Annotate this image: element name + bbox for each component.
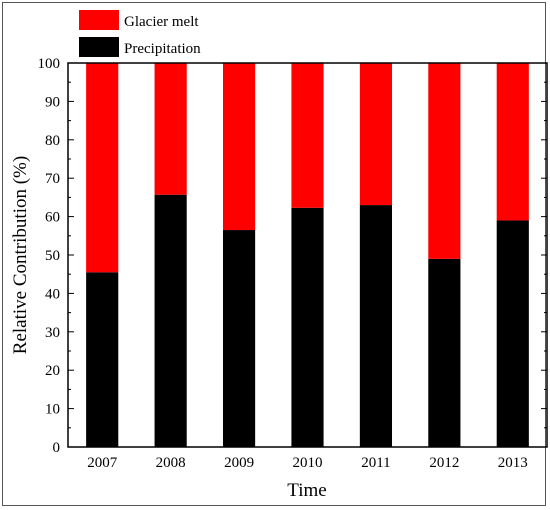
bar-precipitation-2008 bbox=[154, 194, 187, 447]
x-tick-label: 2009 bbox=[224, 455, 254, 471]
x-tick-label: 2012 bbox=[429, 455, 459, 471]
y-tick-label: 30 bbox=[45, 325, 60, 341]
bar-precipitation-2013 bbox=[496, 220, 529, 447]
bar-glacier-melt-2007 bbox=[86, 63, 119, 273]
bar-glacier-melt-2011 bbox=[359, 63, 393, 206]
bar-glacier-melt-2013 bbox=[496, 63, 529, 221]
legend: Glacier melt Precipitation bbox=[79, 10, 201, 57]
x-tick-label: 2011 bbox=[361, 455, 390, 471]
y-tick-label: 100 bbox=[38, 56, 61, 72]
bar-precipitation-2011 bbox=[359, 205, 393, 447]
y-tick-label: 10 bbox=[45, 402, 60, 418]
y-tick-label: 90 bbox=[45, 94, 60, 110]
bar-precipitation-2012 bbox=[428, 258, 461, 447]
x-tick-label: 2013 bbox=[498, 455, 528, 471]
legend-label-glacier-melt: Glacier melt bbox=[124, 14, 199, 30]
y-tick-label: 60 bbox=[45, 210, 60, 226]
y-tick-label: 70 bbox=[45, 171, 60, 187]
legend-swatch-precipitation bbox=[79, 37, 119, 57]
bar-glacier-melt-2009 bbox=[222, 63, 256, 231]
x-tick-label: 2010 bbox=[293, 455, 323, 471]
y-tick-label: 80 bbox=[45, 133, 60, 149]
y-tick-label: 50 bbox=[45, 248, 60, 264]
y-axis-title: Relative Contribution (%) bbox=[10, 156, 31, 354]
axes-group: 2007 2008 2009 2010 2011 2012 2013 0 10 20 30 40 50 6… bbox=[38, 56, 548, 471]
x-tick-label: 2007 bbox=[87, 455, 118, 471]
y-tick-label: 20 bbox=[45, 363, 60, 379]
legend-label-precipitation: Precipitation bbox=[124, 41, 201, 57]
bar-glacier-melt-2008 bbox=[154, 63, 187, 195]
bar-glacier-melt-2010 bbox=[291, 63, 324, 208]
x-tick-label: 2008 bbox=[156, 455, 186, 471]
bars-group bbox=[86, 63, 529, 447]
bar-glacier-melt-2012 bbox=[428, 63, 461, 259]
y-tick-label: 0 bbox=[53, 440, 61, 456]
bar-precipitation-2010 bbox=[291, 207, 324, 447]
y-tick-label: 40 bbox=[45, 286, 60, 302]
legend-swatch-glacier-melt bbox=[79, 10, 119, 30]
bar-precipitation-2007 bbox=[86, 272, 119, 447]
figure-frame bbox=[2, 2, 546, 506]
bar-precipitation-2009 bbox=[222, 230, 256, 447]
x-axis-title: Time bbox=[287, 480, 326, 501]
